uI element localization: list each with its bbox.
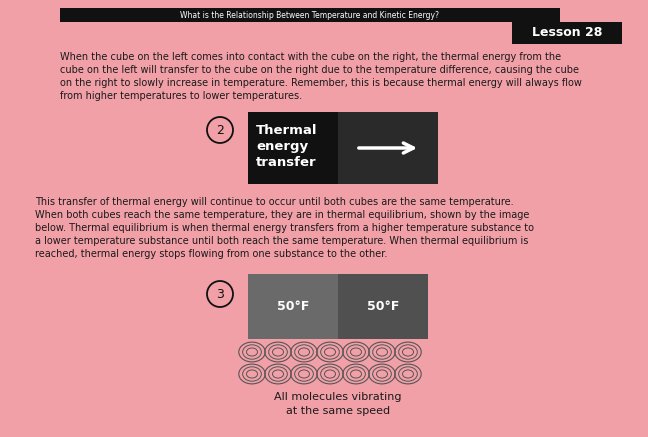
FancyBboxPatch shape (338, 274, 428, 339)
Ellipse shape (246, 370, 257, 378)
Text: 50°F: 50°F (367, 300, 399, 313)
Ellipse shape (299, 348, 310, 356)
Circle shape (207, 117, 233, 143)
Text: from higher temperatures to lower temperatures.: from higher temperatures to lower temper… (60, 91, 302, 101)
Ellipse shape (246, 348, 257, 356)
Ellipse shape (273, 348, 284, 356)
Ellipse shape (325, 348, 336, 356)
FancyBboxPatch shape (512, 22, 622, 44)
Ellipse shape (376, 370, 388, 378)
FancyBboxPatch shape (60, 8, 560, 22)
Text: 50°F: 50°F (277, 300, 309, 313)
Text: When the cube on the left comes into contact with the cube on the right, the the: When the cube on the left comes into con… (60, 52, 561, 62)
Text: reached, thermal energy stops flowing from one substance to the other.: reached, thermal energy stops flowing fr… (35, 249, 388, 259)
Text: transfer: transfer (256, 156, 317, 169)
Text: 3: 3 (216, 288, 224, 301)
Ellipse shape (325, 370, 336, 378)
Text: below. Thermal equilibrium is when thermal energy transfers from a higher temper: below. Thermal equilibrium is when therm… (35, 223, 534, 233)
Text: 2: 2 (216, 124, 224, 136)
Text: All molecules vibrating: All molecules vibrating (274, 392, 402, 402)
FancyBboxPatch shape (248, 274, 338, 339)
FancyArrowPatch shape (359, 143, 413, 153)
Ellipse shape (402, 348, 413, 356)
Text: This transfer of thermal energy will continue to occur until both cubes are the : This transfer of thermal energy will con… (35, 197, 514, 207)
Circle shape (207, 281, 233, 307)
Text: at the same speed: at the same speed (286, 406, 390, 416)
FancyBboxPatch shape (338, 112, 438, 184)
Text: a lower temperature substance until both reach the same temperature. When therma: a lower temperature substance until both… (35, 236, 528, 246)
Ellipse shape (299, 370, 310, 378)
Text: cube on the left will transfer to the cube on the right due to the temperature d: cube on the left will transfer to the cu… (60, 65, 579, 75)
Text: on the right to slowly increase in temperature. Remember, this is because therma: on the right to slowly increase in tempe… (60, 78, 582, 88)
Text: Thermal: Thermal (256, 124, 318, 137)
Text: When both cubes reach the same temperature, they are in thermal equilibrium, sho: When both cubes reach the same temperatu… (35, 210, 529, 220)
Ellipse shape (273, 370, 284, 378)
Text: energy: energy (256, 140, 308, 153)
FancyBboxPatch shape (248, 112, 338, 184)
Ellipse shape (402, 370, 413, 378)
Ellipse shape (351, 348, 362, 356)
Ellipse shape (376, 348, 388, 356)
Ellipse shape (351, 370, 362, 378)
Text: Lesson 28: Lesson 28 (532, 27, 602, 39)
Text: What is the Relationship Between Temperature and Kinetic Energy?: What is the Relationship Between Tempera… (181, 10, 439, 20)
